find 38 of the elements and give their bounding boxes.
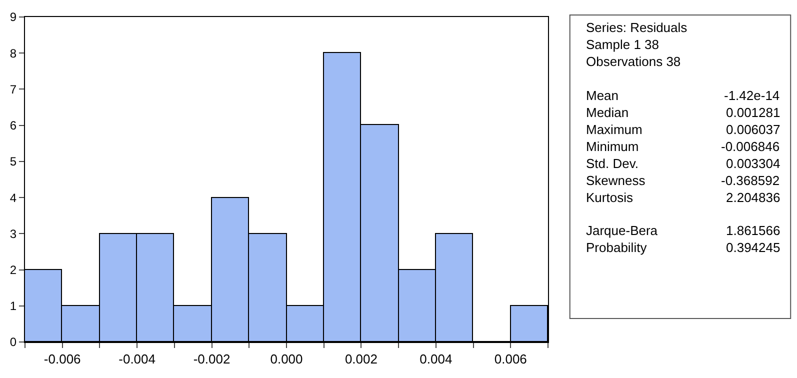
text: Probability [586,240,648,255]
x-tick-label: -0.002 [193,352,230,367]
y-tick-label: 7 [10,82,17,96]
y-tick-label: 0 [10,335,17,350]
text: 0.003304 [726,156,780,171]
text: Kurtosis [586,190,634,205]
text: 0.001281 [726,105,780,120]
text: 0.394245 [726,240,780,255]
text: Minimum [586,139,639,154]
text: Observations 38 [586,54,681,69]
text: -1.42e-14 [724,88,780,103]
x-tick-label: -0.006 [44,352,81,367]
y-tick-label: 2 [10,262,17,277]
text: 1.861566 [726,223,780,238]
x-tick-label: 0.006 [494,352,527,367]
text: Jarque-Bera [586,223,658,238]
x-tick-label: 0.000 [270,352,303,367]
x-tick-label: 0.004 [420,352,452,367]
text: Sample 1 38 [586,37,659,52]
text: -0.006846 [721,139,780,154]
text: Skewness [586,173,646,188]
x-tick-label: 0.002 [344,352,378,367]
y-tick-label: 9 [10,10,17,24]
text: Median [586,105,629,120]
text: Std. Dev. [586,156,639,171]
text: -0.368592 [721,173,780,188]
y-tick-label: 3 [10,226,17,241]
text: 2.204836 [726,190,780,205]
y-tick-label: 4 [10,190,17,205]
y-tick-label: 6 [10,118,17,133]
x-tick-label: -0.004 [118,352,156,367]
y-tick-label: 8 [10,46,17,60]
y-tick-label: 1 [10,299,17,314]
text: Maximum [586,122,642,137]
text: 0.006037 [726,122,780,137]
y-tick-label: 5 [10,154,17,169]
text: Mean [586,88,619,103]
text: Series: Residuals [586,20,688,35]
